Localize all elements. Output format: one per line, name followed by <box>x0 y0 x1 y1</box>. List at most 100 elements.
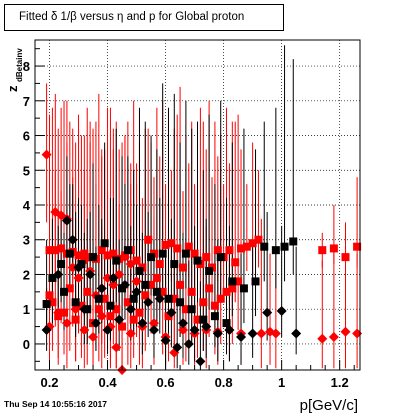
y-axis-label: z dBetainv <box>5 48 24 92</box>
data-point-square <box>51 246 60 255</box>
data-point-square <box>289 237 298 246</box>
data-point-square <box>318 246 327 255</box>
x-tick-label: 1 <box>278 375 285 390</box>
data-point-square <box>254 235 263 244</box>
data-point-diamond <box>256 328 267 339</box>
data-point-square <box>228 284 237 293</box>
data-point-square <box>42 300 51 308</box>
data-point-diamond <box>119 279 130 290</box>
data-point-square <box>158 287 167 296</box>
data-point-square <box>228 277 237 286</box>
data-point-square <box>141 291 150 300</box>
data-point-diamond <box>262 307 273 318</box>
data-point-diamond <box>108 272 119 283</box>
data-point-square <box>45 246 54 255</box>
y-tick-label: 8 <box>23 59 30 74</box>
data-point-square <box>248 239 257 248</box>
data-point-square <box>260 242 269 251</box>
data-point-square <box>181 249 190 258</box>
data-point-square <box>100 239 109 248</box>
data-point-square <box>205 267 214 275</box>
data-point-square <box>353 242 362 251</box>
y-tick-label: 7 <box>23 94 30 109</box>
data-markers <box>41 149 363 375</box>
data-point-diamond <box>247 328 258 339</box>
data-point-diamond <box>212 328 223 339</box>
data-point-square <box>103 251 112 260</box>
data-point-diamond <box>73 272 84 283</box>
data-point-square <box>205 284 214 293</box>
data-point-square <box>135 308 144 317</box>
data-point-square <box>280 242 289 251</box>
data-point-square <box>123 246 132 255</box>
data-point-diamond <box>131 276 142 287</box>
data-point-diamond <box>41 325 52 336</box>
y-tick-label: 6 <box>23 129 30 144</box>
y-axis-label-main: z <box>5 85 20 92</box>
data-point-diamond <box>183 338 194 349</box>
y-tick-label: 3 <box>23 233 30 248</box>
data-point-diamond <box>328 332 339 342</box>
data-point-diamond <box>148 325 159 336</box>
data-point-diamond <box>96 283 107 294</box>
y-tick-label: 5 <box>23 163 30 178</box>
data-point-square <box>167 239 176 248</box>
data-point-diamond <box>131 286 142 297</box>
data-point-square <box>234 277 243 286</box>
data-point-diamond <box>41 149 52 160</box>
data-point-square <box>210 312 219 321</box>
data-point-diamond <box>67 234 78 245</box>
data-point-square <box>271 246 280 255</box>
data-point-square <box>173 244 182 253</box>
data-point-square <box>106 312 115 321</box>
data-point-square <box>216 253 225 262</box>
data-point-diamond <box>102 325 113 336</box>
data-point-square <box>112 305 121 314</box>
data-point-square <box>94 305 103 314</box>
x-tick-label: 0.6 <box>157 375 175 390</box>
data-point-diamond <box>79 304 90 315</box>
data-point-square <box>178 263 187 272</box>
data-point-square <box>202 253 211 262</box>
data-point-diamond <box>85 269 96 280</box>
data-point-diamond <box>79 325 90 336</box>
data-point-square <box>164 294 173 303</box>
data-point-square <box>60 308 69 317</box>
chart-title: Fitted δ 1/β versus η and p for Global p… <box>4 4 284 31</box>
data-point-diamond <box>56 210 67 221</box>
data-point-diamond <box>125 259 136 270</box>
x-tick-label: 0.2 <box>40 375 58 390</box>
data-point-square <box>48 298 57 307</box>
timestamp: Thu Sep 14 10:55:16 2017 <box>4 399 108 409</box>
data-point-square <box>112 256 121 265</box>
data-point-square <box>187 287 196 296</box>
data-point-diamond <box>70 304 81 315</box>
data-point-diamond <box>276 305 287 316</box>
data-point-square <box>176 280 185 289</box>
data-point-square <box>129 315 138 324</box>
data-point-square <box>170 294 179 303</box>
data-point-square <box>210 301 219 310</box>
data-point-diamond <box>143 297 154 308</box>
data-point-diamond <box>317 333 328 344</box>
x-tick-label: 0.8 <box>215 375 233 390</box>
data-point-square <box>77 301 86 310</box>
data-point-square <box>57 260 66 269</box>
data-point-diamond <box>53 269 64 280</box>
y-tick-label: 0 <box>23 337 30 352</box>
y-tick-label: 2 <box>23 267 30 282</box>
data-point-square <box>237 244 246 253</box>
data-point-square <box>141 280 150 289</box>
data-point-diamond <box>111 342 122 353</box>
x-tick-label: 0.4 <box>99 375 118 390</box>
data-point-diamond <box>67 262 78 273</box>
y-tick-label: 4 <box>23 198 31 213</box>
data-point-square <box>109 249 118 258</box>
data-point-square <box>341 253 350 262</box>
data-point-diamond <box>102 272 113 283</box>
data-point-square <box>213 246 222 255</box>
data-point-square <box>152 273 161 282</box>
data-point-square <box>147 253 156 262</box>
data-point-square <box>242 242 251 251</box>
data-point-square <box>74 251 83 260</box>
